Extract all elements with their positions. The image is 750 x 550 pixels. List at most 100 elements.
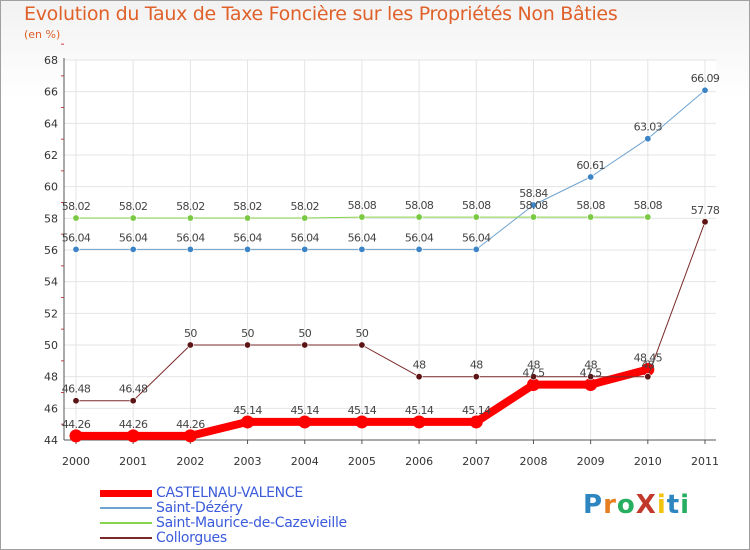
data-label: 58.02 — [119, 200, 148, 213]
y-tick-label: 48 — [44, 371, 58, 384]
data-point — [472, 245, 480, 253]
data-point — [529, 213, 537, 221]
legend-label: Saint-Maurice-de-Cazevieille — [156, 515, 347, 531]
data-point — [584, 378, 598, 392]
data-label: 48 — [641, 359, 654, 372]
data-point — [186, 214, 194, 222]
logo-letter: i — [656, 490, 667, 520]
data-label: 44.26 — [176, 418, 205, 431]
data-point — [587, 173, 595, 181]
data-label: 50 — [298, 327, 311, 340]
x-tick-label: 2011 — [691, 455, 719, 468]
x-tick-label: 2000 — [62, 455, 90, 468]
data-point — [301, 245, 309, 253]
data-point — [358, 213, 366, 221]
y-tick-label: 56 — [44, 244, 58, 257]
y-tick-label: 62 — [44, 149, 58, 162]
x-tick-label: 2006 — [405, 455, 433, 468]
data-label: 48 — [470, 359, 483, 372]
data-point — [358, 341, 366, 349]
x-tick-label: 2003 — [234, 455, 262, 468]
logo-letter: X — [635, 490, 657, 520]
data-point — [244, 341, 252, 349]
data-point — [358, 245, 366, 253]
data-point — [587, 213, 595, 221]
data-label: 44.26 — [62, 418, 91, 431]
x-tick-label: 2005 — [348, 455, 376, 468]
data-label: 58.08 — [462, 199, 491, 212]
data-point — [472, 373, 480, 381]
data-point — [129, 245, 137, 253]
data-label: 56.04 — [290, 231, 319, 244]
x-tick-label: 2001 — [119, 455, 147, 468]
data-label: 45.14 — [462, 404, 491, 417]
data-point — [644, 373, 652, 381]
data-point — [644, 213, 652, 221]
data-label: 56.04 — [119, 231, 148, 244]
data-label: 58.84 — [519, 187, 548, 200]
data-label: 44.26 — [119, 418, 148, 431]
y-tick-label: 60 — [44, 181, 58, 194]
legend-item-saint-dezery: Saint-Dézéry — [100, 500, 243, 516]
data-point — [415, 213, 423, 221]
data-label: 47.5 — [522, 367, 545, 380]
data-label: 48 — [584, 359, 597, 372]
data-point — [701, 218, 709, 226]
data-label: 63.03 — [634, 121, 663, 134]
logo-letter: P — [583, 490, 604, 520]
data-label: 58.02 — [176, 200, 205, 213]
data-label: 46.48 — [119, 383, 148, 396]
data-point — [301, 341, 309, 349]
series-line-1 — [75, 89, 706, 250]
legend-swatch — [100, 537, 152, 539]
data-point — [526, 378, 540, 392]
data-point — [529, 201, 537, 209]
grid — [64, 59, 716, 441]
data-label: 47.5 — [580, 367, 603, 380]
data-point — [72, 397, 80, 405]
y-tick-label: 50 — [44, 339, 58, 352]
data-point — [186, 245, 194, 253]
data-label: 58.08 — [576, 199, 605, 212]
legend-item-castelnau: CASTELNAU-VALENCE — [100, 485, 303, 501]
logo-letter: o — [616, 490, 636, 520]
data-point — [587, 373, 595, 381]
data-label: 56.04 — [233, 231, 262, 244]
data-point — [186, 341, 194, 349]
chart-title: Evolution du Taux de Taxe Foncière sur l… — [24, 3, 618, 25]
logo-letter: r — [603, 490, 617, 520]
legend-swatch — [100, 489, 152, 497]
data-label: 56.04 — [462, 231, 491, 244]
data-point — [241, 415, 255, 429]
data-label: 45.14 — [405, 404, 434, 417]
x-tick-label: 2004 — [291, 455, 319, 468]
data-label: 66.09 — [691, 72, 720, 85]
data-label: 58.08 — [348, 199, 377, 212]
data-label: 58.02 — [290, 200, 319, 213]
data-label: 50 — [356, 327, 369, 340]
data-point — [244, 214, 252, 222]
data-label: 45.14 — [348, 404, 377, 417]
data-point — [301, 214, 309, 222]
legend-label: CASTELNAU-VALENCE — [156, 485, 303, 501]
data-label: 45.14 — [233, 404, 262, 417]
legend-item-saint-maurice: Saint-Maurice-de-Cazevieille — [100, 515, 347, 531]
x-tick-label: 2002 — [176, 455, 204, 468]
y-tick-label: 54 — [44, 276, 58, 289]
legend-swatch — [100, 522, 152, 524]
y-tick-label: 46 — [44, 402, 58, 415]
data-label: 60.61 — [576, 159, 605, 172]
data-point — [129, 397, 137, 405]
data-label: 46.48 — [62, 383, 91, 396]
y-tick-label: 66 — [44, 86, 58, 99]
x-tick-label: 2009 — [577, 455, 605, 468]
y-tick-label: 58 — [44, 212, 58, 225]
x-tick-label: 2007 — [462, 455, 490, 468]
data-label: 48.45 — [634, 352, 663, 365]
proxiti-logo: ProXiti — [583, 490, 690, 520]
y-tick-label: 68 — [44, 54, 58, 67]
data-point — [126, 429, 140, 443]
data-label: 48 — [527, 359, 540, 372]
x-tick-label: 2008 — [519, 455, 547, 468]
data-label: 50 — [184, 327, 197, 340]
